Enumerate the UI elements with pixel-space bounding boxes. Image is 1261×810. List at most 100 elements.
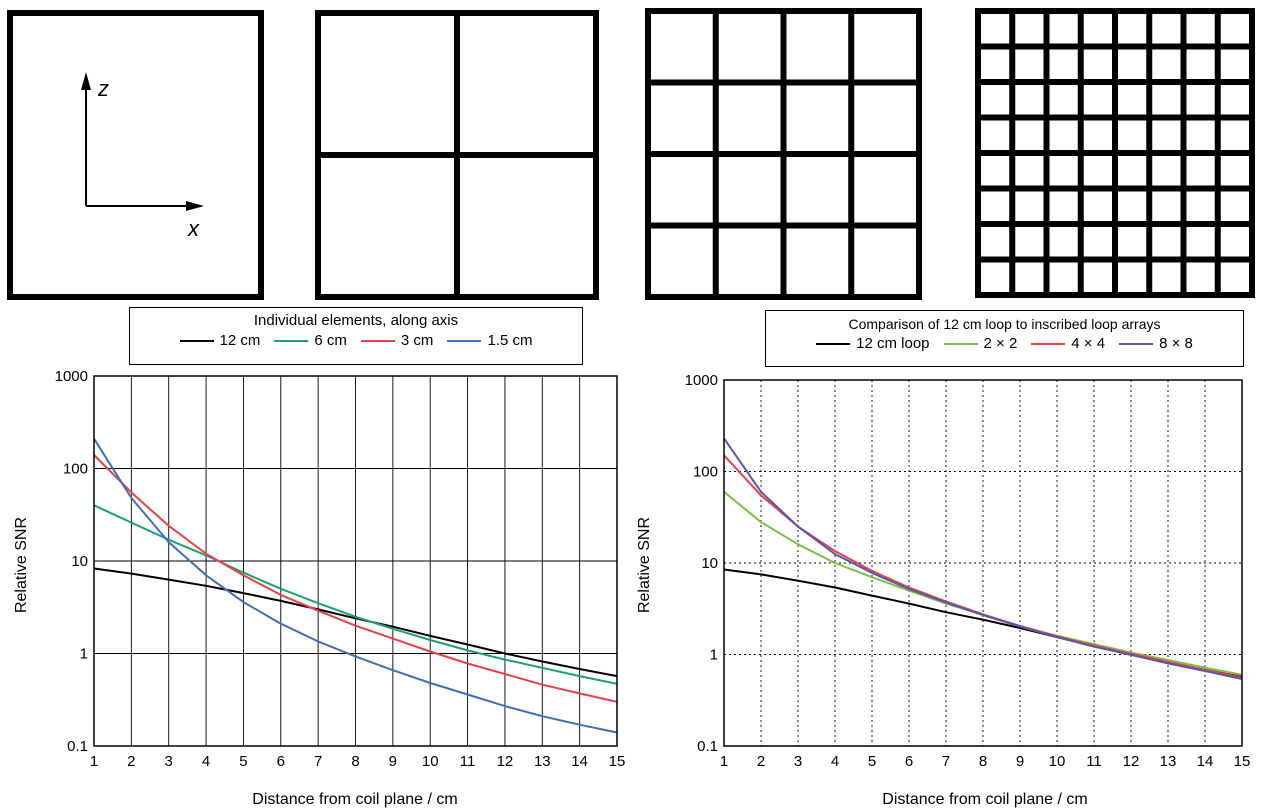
coil-diagram-array-2x2 [315,10,599,300]
x-tick-label: 10 [1049,753,1066,770]
series-line-3-cm [93,454,618,703]
x-tick-label: 12 [497,753,514,770]
series-group [723,437,1243,680]
y-tick-label: 100 [693,464,718,481]
legend-swatch [179,340,214,342]
y-axis-title: Relative SNR [636,517,653,613]
x-tick-label: 15 [609,753,626,770]
y-tick-label: 1000 [685,372,718,389]
y-tick-label: 0.1 [67,738,88,755]
y-tick-label: 100 [63,461,88,478]
series-line-1-5-cm [93,438,618,734]
legend-label: 4 × 4 [1071,335,1106,352]
legend-label: 3 cm [400,332,434,349]
legend-swatch [816,343,851,345]
x-tick-label: 7 [942,753,950,770]
legend-right: Comparison of 12 cm loop to inscribed lo… [765,310,1244,367]
y-tick-label: 10 [701,555,718,572]
x-tick-labels: 1 2 3 4 5 6 7 8 9 10 11 12 13 14 15 [90,753,626,770]
legend-title: Individual elements, along axis [253,312,459,329]
x-tick-label: 8 [351,753,359,770]
x-tick-label: 9 [389,753,397,770]
y-tick-label: 1 [710,647,718,664]
x-axis-title: Distance from coil plane / cm [252,791,457,808]
legend-item: 3 cm [360,332,434,350]
x-tick-label: 6 [905,753,913,770]
legend-label: 12 cm loop [856,335,930,352]
legend-item: 12 cm loop [816,335,930,353]
y-tick-label: 0.1 [697,738,718,755]
x-tick-label: 11 [460,753,476,770]
x-tick-label: 7 [314,753,322,770]
x-tick-label: 3 [165,753,173,770]
x-tick-label: 5 [868,753,876,770]
coil-diagram-array-4x4 [645,8,922,300]
legend-item: 8 × 8 [1119,335,1193,353]
x-tick-label: 6 [277,753,285,770]
plot-frame [93,375,618,747]
x-tick-label: 8 [979,753,987,770]
legend-label: 6 cm [314,332,347,349]
legend-swatch [447,340,482,342]
legend-item: 1.5 cm [447,332,532,350]
series-line-12-cm [93,567,618,678]
legend-label: 12 cm [219,332,261,349]
x-tick-label: 4 [202,753,210,770]
y-axis-title: Relative SNR [13,517,30,613]
coil-diagram-single-loop: z x [7,10,264,300]
legend-item: 4 × 4 [1031,335,1105,353]
x-tick-label: 10 [422,753,439,770]
x-tick-label: 4 [831,753,839,770]
legend-label: 1.5 cm [487,332,533,349]
legend-item: 12 cm [179,332,261,350]
legend-item: 2 × 2 [943,335,1018,353]
z-axis-label: z [97,76,109,101]
grid [723,379,1243,747]
x-tick-label: 1 [90,753,98,770]
legend-left: Individual elements, along axis 12 cm 6 c… [129,307,583,365]
x-tick-label: 15 [1234,753,1251,770]
z-arrowhead-icon [81,72,91,90]
legend-title: Comparison of 12 cm loop to inscribed lo… [848,316,1161,332]
x-arrowhead-icon [186,201,204,211]
x-tick-label: 14 [571,753,588,770]
legend-swatch [360,340,395,342]
x-tick-label: 3 [794,753,802,770]
x-tick-label: 5 [239,753,247,770]
x-axis-label: x [187,216,200,241]
series-line-6-cm [93,504,618,685]
legend-items: 12 cm 6 cm 3 cm 1.5 cm [130,332,582,350]
legend-swatch [274,340,309,342]
grid [93,375,618,747]
x-tick-label: 11 [1086,753,1102,770]
series-group [93,438,618,734]
plot-frame [723,379,1243,747]
y-tick-label: 10 [71,553,88,570]
legend-swatch [1119,343,1154,345]
legend-swatch [1031,343,1066,345]
series-line-8-8 [723,437,1243,680]
x-tick-labels: 1 2 3 4 5 6 7 8 9 10 11 12 13 14 15 [720,753,1251,770]
x-tick-label: 1 [720,753,728,770]
x-tick-label: 9 [1016,753,1024,770]
y-tick-labels: 0.1 1 10 100 1000 [685,372,718,755]
legend-items: 12 cm loop 2 × 2 4 × 4 8 × 8 [766,335,1243,353]
x-tick-label: 2 [127,753,135,770]
coordinate-axes: z x [81,72,204,241]
x-tick-label: 2 [757,753,765,770]
series-line-2-2 [723,491,1243,676]
x-tick-label: 14 [1197,753,1214,770]
x-tick-label: 13 [1160,753,1177,770]
legend-label: 8 × 8 [1159,335,1193,352]
legend-label: 2 × 2 [983,335,1018,352]
legend-swatch [943,343,978,345]
y-tick-label: 1 [80,646,88,663]
x-tick-label: 12 [1123,753,1140,770]
coil-diagram-array-8x8 [975,8,1255,298]
y-tick-label: 1000 [55,368,88,385]
legend-item: 6 cm [274,332,347,350]
y-tick-labels: 0.1 1 10 100 1000 [55,368,88,755]
